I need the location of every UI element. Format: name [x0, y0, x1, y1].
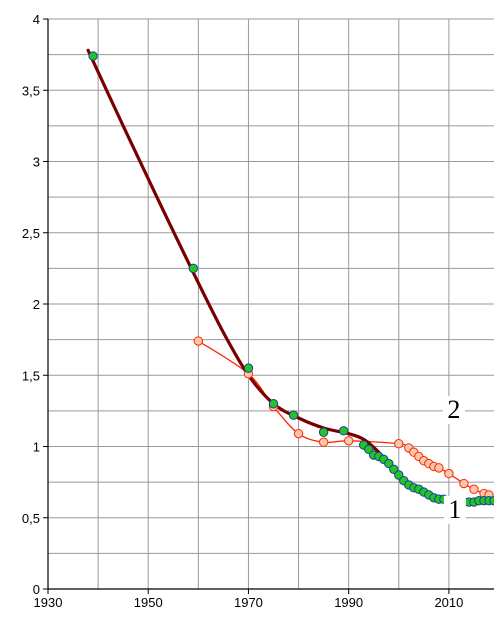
y-tick-label: 0,5: [22, 511, 40, 526]
series-2-point: [193, 336, 204, 346]
x-tick-label: 1990: [334, 595, 363, 610]
y-tick-label: 1,5: [22, 368, 40, 383]
series-2-point: [394, 438, 404, 449]
x-tick-label: 2010: [434, 595, 463, 610]
series-2-point: [459, 478, 469, 489]
x-tick-label: 1930: [34, 595, 63, 610]
axes: [43, 18, 494, 594]
grid: [48, 18, 494, 589]
y-tick-label: 2: [33, 297, 40, 312]
series-2-point: [469, 484, 479, 494]
series-annotation-background: [442, 396, 465, 424]
series-2-point: [444, 468, 454, 479]
series-2-point: [343, 436, 354, 446]
series-1-point: [318, 427, 329, 437]
series-1-point: [188, 263, 199, 274]
y-tick-label: 3: [33, 155, 40, 170]
y-tick-label: 4: [33, 12, 40, 27]
x-tick-label: 1970: [234, 595, 263, 610]
y-tick-label: 0: [33, 582, 40, 597]
data-points: [88, 51, 494, 509]
series-annotation-1: 1: [448, 495, 461, 524]
trend-line: [86, 48, 494, 505]
series-1-point: [88, 51, 98, 61]
y-tick-label: 1: [33, 440, 40, 455]
series-1-point: [243, 363, 254, 373]
series-1-point: [338, 426, 349, 436]
series-annotations: 12: [442, 395, 466, 524]
series-2-point: [434, 463, 444, 473]
series-1-point: [268, 399, 279, 409]
series-2-point: [293, 428, 304, 439]
y-tick-label: 2,5: [22, 226, 40, 241]
series-1-point: [288, 410, 299, 420]
series-lines: [86, 48, 494, 505]
series-annotation-2: 2: [447, 395, 460, 424]
series-2-point: [318, 437, 329, 447]
series-annotation-background: [443, 495, 466, 524]
series-1-point: [489, 495, 494, 506]
x-tick-label: 1950: [134, 595, 163, 610]
y-tick-label: 3,5: [22, 83, 40, 98]
tick-labels: 0 0,5 1 1,5 2 2,5 3 3,5 4 1930 1950 1970 1990 2010: [22, 12, 463, 610]
